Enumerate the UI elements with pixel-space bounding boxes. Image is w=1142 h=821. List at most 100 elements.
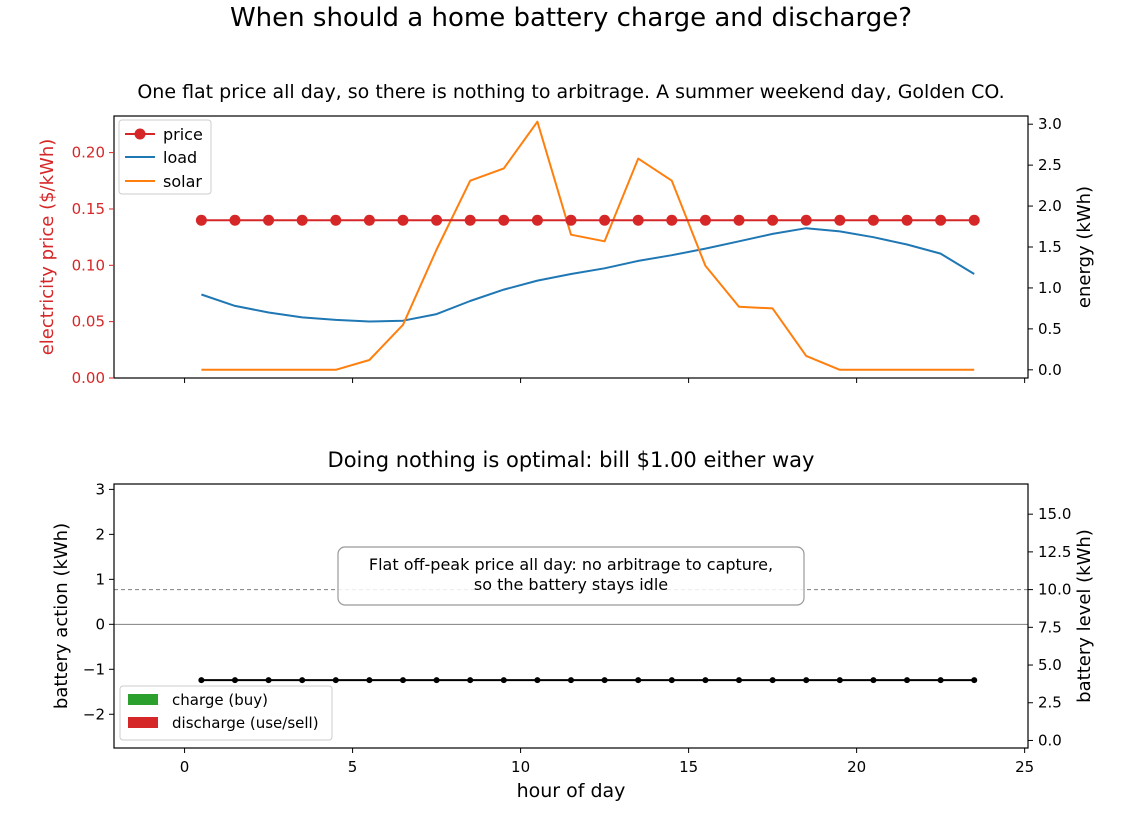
right-y-tick-label: 5.0 <box>1038 656 1062 674</box>
bottom-panel: Doing nothing is optimal: bill $1.00 eit… <box>51 448 1095 802</box>
price-marker <box>363 214 375 226</box>
right-y-tick-label: 0.0 <box>1038 361 1062 379</box>
battery-level-marker <box>366 677 373 684</box>
price-marker <box>431 214 443 226</box>
battery-level-marker <box>836 677 843 684</box>
battery-level-marker <box>299 677 306 684</box>
top-panel-legend: price load solar <box>118 119 212 195</box>
battery-level-marker <box>702 677 709 684</box>
price-marker <box>867 214 879 226</box>
right-y-tick-label: 0.5 <box>1038 320 1062 338</box>
right-y-tick-label: 10.0 <box>1038 581 1071 599</box>
left-y-tick-label: 0.15 <box>72 200 105 218</box>
legend-charge-swatch <box>128 694 158 705</box>
top-panel-series <box>195 120 980 371</box>
right-y-tick-label: 2.5 <box>1038 156 1062 174</box>
bottom-panel-legend: charge (buy) discharge (use/sell) <box>119 685 333 741</box>
price-marker <box>296 214 308 226</box>
annotation-line: so the battery stays idle <box>474 575 668 594</box>
battery-level-marker <box>668 677 675 684</box>
right-y-tick-label: 3.0 <box>1038 115 1062 133</box>
right-y-tick-label: 15.0 <box>1038 505 1071 523</box>
left-y-tick-label: 3 <box>95 480 105 498</box>
top-panel-right-axis-label: energy (kWh) <box>1074 186 1095 308</box>
price-marker <box>767 214 779 226</box>
bottom-panel-axes: 0 5 10 15 20 25 −2 −1 0 1 2 3 0.0 2.5 5.0 7.5 10.0 12.5 15… <box>83 480 1072 776</box>
price-marker <box>901 214 913 226</box>
solar-line <box>201 120 975 371</box>
legend-price-label: price <box>163 125 203 144</box>
price-marker <box>800 214 812 226</box>
battery-level-marker <box>198 677 205 684</box>
battery-level-marker <box>467 677 474 684</box>
bottom-panel-annotation: Flat off-peak price all day: no arbitrag… <box>337 546 805 606</box>
price-marker <box>330 214 342 226</box>
legend-frame <box>119 685 333 741</box>
battery-level-marker <box>332 677 339 684</box>
battery-level-marker <box>769 677 776 684</box>
left-y-tick-label: 0 <box>95 615 105 633</box>
price-marker <box>699 214 711 226</box>
x-tick-label: 10 <box>511 758 530 776</box>
battery-level-marker <box>937 677 944 684</box>
battery-level-marker <box>803 677 810 684</box>
battery-level-marker <box>399 677 406 684</box>
left-y-tick-label: 0.20 <box>72 144 105 162</box>
figure-title: When should a home battery charge and di… <box>230 3 912 33</box>
legend-price-marker <box>134 128 146 140</box>
annotation-line: Flat off-peak price all day: no arbitrag… <box>369 555 773 574</box>
price-marker <box>935 214 947 226</box>
price-marker <box>397 214 409 226</box>
legend-discharge-swatch <box>128 717 158 728</box>
left-y-tick-label: 0.00 <box>72 369 105 387</box>
battery-level-marker <box>500 677 507 684</box>
right-y-tick-label: 7.5 <box>1038 618 1062 636</box>
load-line <box>201 227 975 323</box>
x-tick-label: 0 <box>180 758 190 776</box>
battery-level-marker <box>904 677 911 684</box>
price-marker <box>195 214 207 226</box>
x-tick-label: 5 <box>348 758 358 776</box>
left-y-tick-label: 2 <box>95 525 105 543</box>
battery-level-marker <box>231 677 238 684</box>
battery-level-marker <box>601 677 608 684</box>
battery-level-marker <box>635 677 642 684</box>
price-marker <box>834 214 846 226</box>
price-marker <box>733 214 745 226</box>
bottom-panel-title: Doing nothing is optimal: bill $1.00 eit… <box>328 448 815 472</box>
right-y-tick-label: 2.5 <box>1038 694 1062 712</box>
right-y-tick-label: 0.0 <box>1038 731 1062 749</box>
top-panel-title: One flat price all day, so there is noth… <box>137 81 1004 103</box>
plot-frame <box>113 483 1029 749</box>
legend-discharge-label: discharge (use/sell) <box>172 714 319 732</box>
right-y-tick-label: 1.5 <box>1038 238 1062 256</box>
bottom-panel-right-axis-label: battery level (kWh) <box>1074 529 1095 703</box>
price-marker <box>565 214 577 226</box>
price-marker <box>599 214 611 226</box>
battery-level-marker <box>736 677 743 684</box>
legend-charge-label: charge (buy) <box>172 691 268 709</box>
battery-level-marker <box>534 677 541 684</box>
legend-load-label: load <box>163 148 197 167</box>
annotation-box <box>337 546 805 606</box>
right-y-tick-label: 2.0 <box>1038 197 1062 215</box>
battery-level-marker <box>433 677 440 684</box>
price-marker <box>531 214 543 226</box>
top-panel: One flat price all day, so there is noth… <box>37 81 1095 387</box>
price-marker <box>263 214 275 226</box>
price-marker <box>666 214 678 226</box>
left-y-tick-label: 1 <box>95 570 105 588</box>
battery-level-marker <box>971 677 978 684</box>
price-marker <box>464 214 476 226</box>
battery-level-marker <box>568 677 574 684</box>
x-tick-label: 15 <box>679 758 698 776</box>
x-tick-label: 20 <box>847 758 866 776</box>
battery-level-marker <box>265 677 272 684</box>
price-marker <box>498 214 510 226</box>
bottom-panel-left-axis-label: battery action (kWh) <box>51 523 72 709</box>
annotation-text: Flat off-peak price all day: no arbitrag… <box>369 555 773 594</box>
legend-solar-label: solar <box>163 172 202 191</box>
x-axis-label: hour of day <box>517 780 626 802</box>
price-marker <box>229 214 241 226</box>
